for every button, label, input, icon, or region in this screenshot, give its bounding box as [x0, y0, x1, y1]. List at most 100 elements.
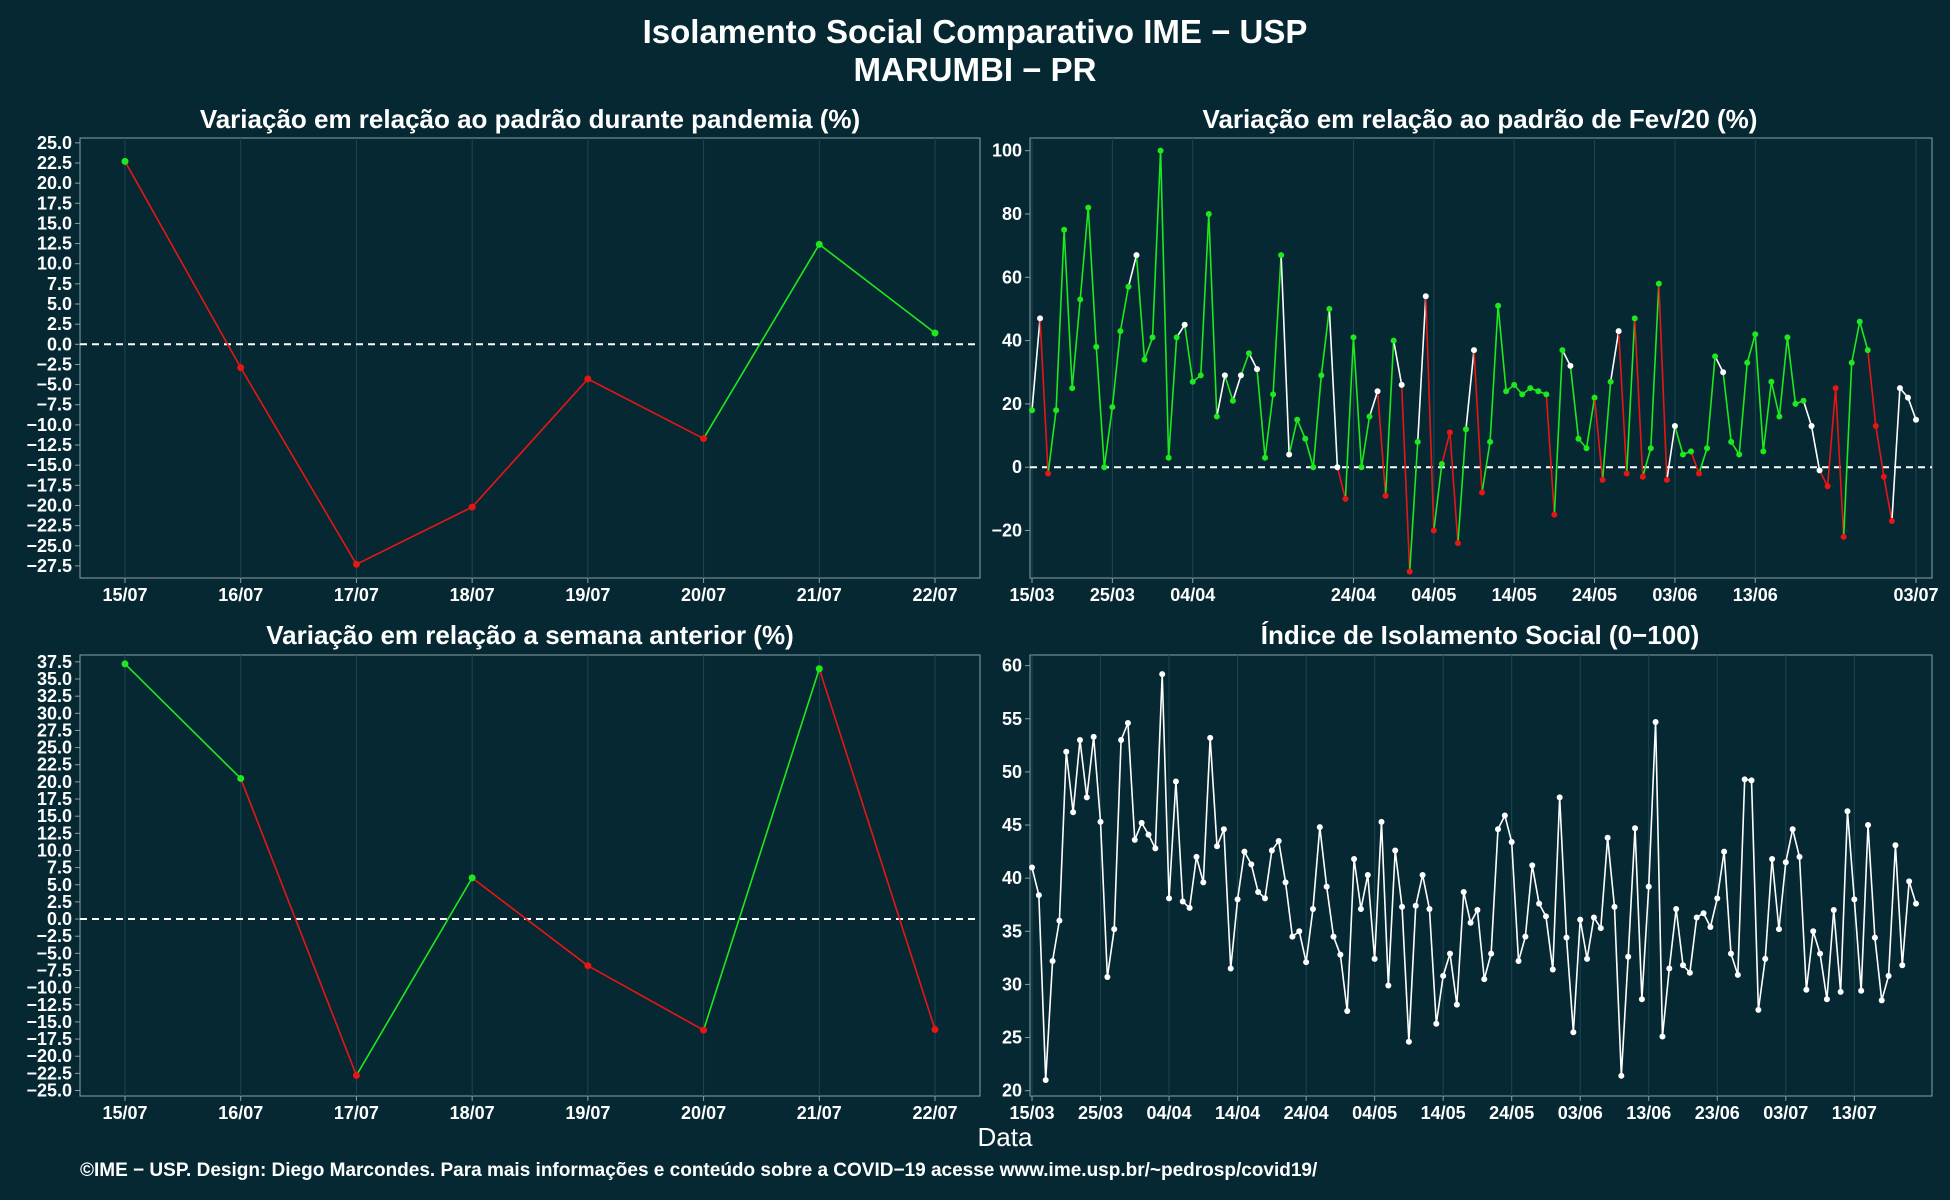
series-segment [1850, 321, 1861, 363]
x-tick-label: 15/03 [1009, 1103, 1054, 1123]
series-segment [355, 877, 473, 1076]
series-segment [1312, 375, 1323, 468]
y-tick-label: −7.5 [36, 395, 72, 415]
series-segment [1481, 441, 1491, 493]
series-segment [1891, 388, 1901, 522]
data-point [1221, 372, 1228, 379]
data-point [1686, 969, 1693, 976]
series-segment [1675, 908, 1684, 966]
series-segment [1264, 394, 1274, 458]
series-segment [1490, 829, 1499, 954]
x-tick-label: 24/05 [1572, 585, 1617, 605]
x-tick-label: 04/05 [1411, 585, 1456, 605]
series-segment [1320, 308, 1331, 376]
y-tick-label: 2.5 [47, 314, 72, 334]
y-tick-label: 15.0 [37, 806, 72, 826]
series-segment [1668, 908, 1677, 969]
series-segment [1666, 425, 1676, 480]
series-segment [587, 964, 704, 1031]
y-tick-label: 0.0 [47, 334, 72, 354]
data-point [1536, 900, 1543, 907]
data-point [468, 874, 476, 882]
series-segment [1360, 416, 1371, 468]
series-segment [1842, 362, 1853, 537]
data-point [1488, 950, 1495, 957]
data-point [1904, 394, 1911, 401]
data-point [1035, 892, 1042, 899]
series-segment [1907, 397, 1917, 420]
y-tick-label: 45 [1002, 815, 1022, 835]
data-point [1245, 350, 1252, 357]
series-segment [1858, 321, 1869, 351]
data-point [1390, 337, 1397, 344]
data-point [1076, 737, 1083, 744]
data-point [1172, 778, 1179, 785]
x-tick-label: 18/07 [450, 1103, 495, 1123]
data-point [1227, 965, 1234, 972]
series-segment [1723, 851, 1732, 954]
data-point [1125, 283, 1132, 290]
data-point [1888, 518, 1895, 525]
data-point [1097, 818, 1104, 825]
x-tick-label: 14/05 [1492, 585, 1537, 605]
series-segment [1400, 384, 1411, 572]
data-point [1111, 926, 1118, 933]
data-point [1768, 378, 1775, 385]
data-point [1659, 1033, 1666, 1040]
y-tick-label: 17.5 [37, 193, 72, 213]
data-point [1438, 461, 1445, 468]
data-point [1085, 204, 1092, 211]
data-point [1467, 919, 1474, 926]
x-tick-label: 18/07 [450, 585, 495, 605]
series-segment [1599, 837, 1609, 929]
series-segment [1134, 822, 1143, 841]
series-segment [1866, 350, 1877, 427]
series-segment [1552, 797, 1561, 970]
y-tick-label: 22.5 [37, 153, 72, 173]
data-point [1131, 836, 1138, 843]
data-point [1189, 378, 1196, 385]
series-segment [1465, 350, 1475, 430]
data-point [1104, 973, 1111, 980]
series-segment [1360, 874, 1369, 910]
data-point [1487, 438, 1494, 445]
series-segment [1633, 318, 1644, 477]
data-point [1542, 913, 1549, 920]
x-axis-label: Data [978, 1122, 1033, 1152]
data-point [1419, 871, 1426, 878]
data-point [1810, 928, 1817, 935]
x-tick-label: 19/07 [565, 1103, 610, 1123]
data-point [1607, 378, 1614, 385]
x-tick-label: 24/05 [1489, 1103, 1534, 1123]
series-segment [818, 668, 936, 1030]
series-segment [1208, 213, 1218, 417]
x-tick-label: 16/07 [218, 1103, 263, 1123]
series-segment [1722, 372, 1732, 442]
series-segment [1524, 865, 1534, 937]
data-point [1865, 822, 1872, 829]
series-segment [1874, 937, 1883, 1001]
y-tick-label: −25.0 [26, 536, 72, 556]
series-segment [1762, 381, 1773, 452]
y-tick-label: −22.5 [26, 516, 72, 536]
y-tick-label: 10.0 [37, 840, 72, 860]
data-point [1454, 540, 1461, 547]
y-tick-label: −20 [991, 521, 1022, 541]
y-tick-label: 20 [1002, 1081, 1022, 1101]
data-point [1138, 819, 1145, 826]
panel-variacao-padrao-fev20: Variação em relação ao padrão de Fev/20 … [991, 104, 1938, 605]
series-segment [1572, 919, 1582, 1033]
data-point [1186, 904, 1193, 911]
y-tick-label: 15.0 [37, 213, 72, 233]
series-segment [471, 378, 589, 508]
x-tick-label: 03/07 [1893, 585, 1938, 605]
y-tick-label: −17.5 [26, 475, 72, 495]
x-tick-label: 24/04 [1331, 585, 1376, 605]
data-point [1494, 826, 1501, 833]
series-segment [239, 778, 358, 1076]
y-tick-label: 40 [1002, 868, 1022, 888]
y-tick-label: 100 [992, 141, 1022, 161]
data-point [1503, 388, 1510, 395]
data-point [1412, 902, 1419, 909]
